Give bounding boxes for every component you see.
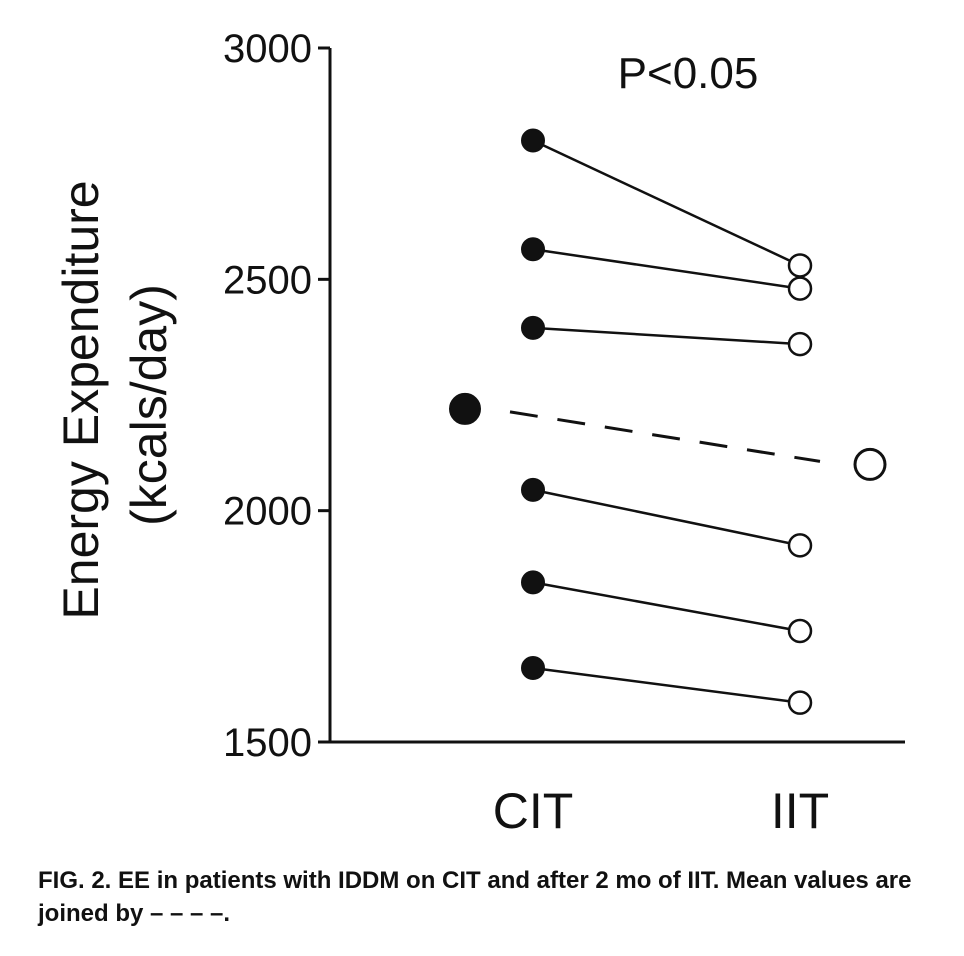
cit-point	[521, 570, 545, 595]
figure-caption: FIG. 2. EE in patients with IDDM on CIT …	[38, 867, 912, 927]
patient-line	[532, 666, 801, 704]
iit-point	[787, 253, 813, 278]
patient-line	[532, 488, 801, 547]
iit-point	[787, 533, 813, 558]
patient-series	[521, 128, 813, 715]
y-tick-label: 2500	[223, 258, 312, 302]
x-categories: CIT IIT	[493, 783, 829, 839]
y-axis-title-line2: (kcals/day)	[121, 284, 177, 526]
cit-point	[521, 237, 545, 262]
patient-line	[532, 581, 801, 633]
patient-line	[532, 139, 801, 267]
y-tick-label: 2000	[223, 490, 312, 534]
iit-point	[787, 331, 813, 357]
y-ticks: 1500 2000 2500 3000	[223, 27, 330, 765]
y-tick-label: 1500	[223, 721, 312, 765]
patient-line	[532, 326, 801, 346]
cit-point	[521, 477, 545, 502]
mean-cit-point	[449, 392, 481, 425]
cit-point	[521, 655, 545, 680]
mean-dashed-line	[509, 410, 821, 463]
y-axis-title-line1: Energy Expenditure	[53, 180, 109, 619]
x-category-label: CIT	[493, 783, 574, 839]
iit-point	[787, 618, 813, 644]
axes	[328, 48, 905, 744]
mean-iit-point	[853, 447, 887, 481]
y-axis-title: Energy Expenditure (kcals/day)	[53, 180, 177, 619]
patient-line	[532, 248, 801, 290]
x-category-label: IIT	[771, 783, 829, 839]
iit-point	[787, 276, 813, 301]
iit-point	[787, 690, 813, 715]
cit-point	[521, 128, 545, 153]
cit-point	[521, 315, 545, 340]
p-value-annotation: P<0.05	[618, 49, 759, 98]
mean-series	[449, 392, 887, 481]
y-tick-label: 3000	[223, 27, 312, 71]
